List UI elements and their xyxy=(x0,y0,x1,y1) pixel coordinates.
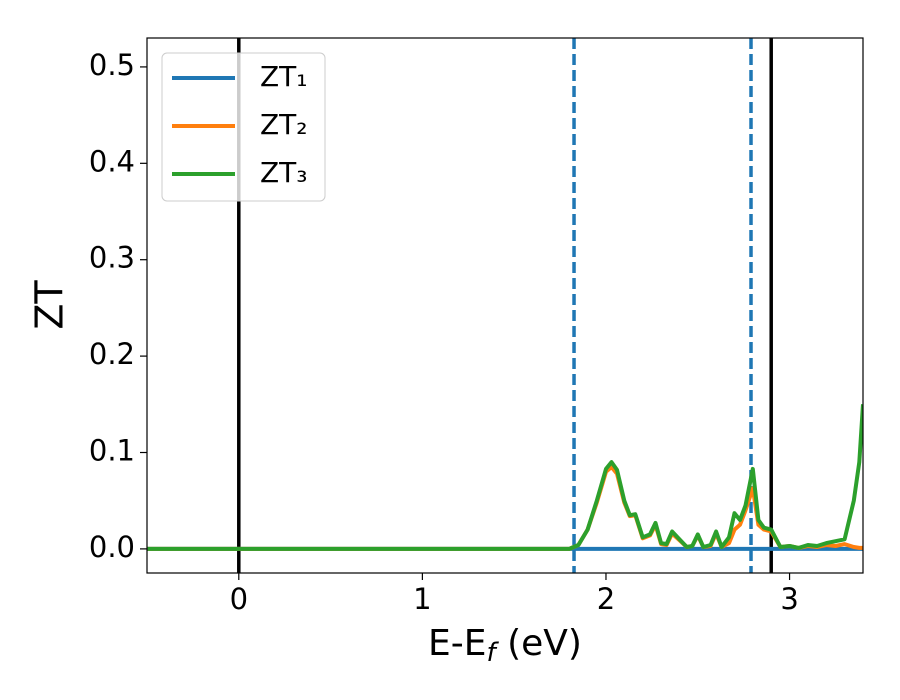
y-tick-label: 0.3 xyxy=(89,241,135,275)
legend-label: ZT₂ xyxy=(260,108,308,141)
x-tick-label: 0 xyxy=(230,582,248,616)
legend-box xyxy=(161,52,326,202)
y-tick-label: 0.5 xyxy=(89,48,135,82)
y-tick-label: 0.0 xyxy=(89,530,135,564)
x-axis-label: E-Ef (eV) xyxy=(428,623,582,668)
series-line xyxy=(147,404,863,551)
plot xyxy=(147,38,863,573)
y-tick-label: 0.1 xyxy=(89,434,135,468)
x-tick-label: 3 xyxy=(780,582,798,616)
legend-label: ZT₃ xyxy=(260,156,308,189)
plot-frame xyxy=(146,37,864,574)
x-label-part: E-E xyxy=(428,623,486,664)
x-tick-label: 2 xyxy=(597,582,615,616)
y-tick-label: 0.2 xyxy=(89,337,135,371)
legend-label: ZT₁ xyxy=(260,60,308,93)
x-label-part: (eV) xyxy=(496,623,582,664)
y-axis-label: ZT xyxy=(28,280,72,330)
x-tick-label: 1 xyxy=(413,582,431,616)
y-tick-label: 0.4 xyxy=(89,144,135,178)
